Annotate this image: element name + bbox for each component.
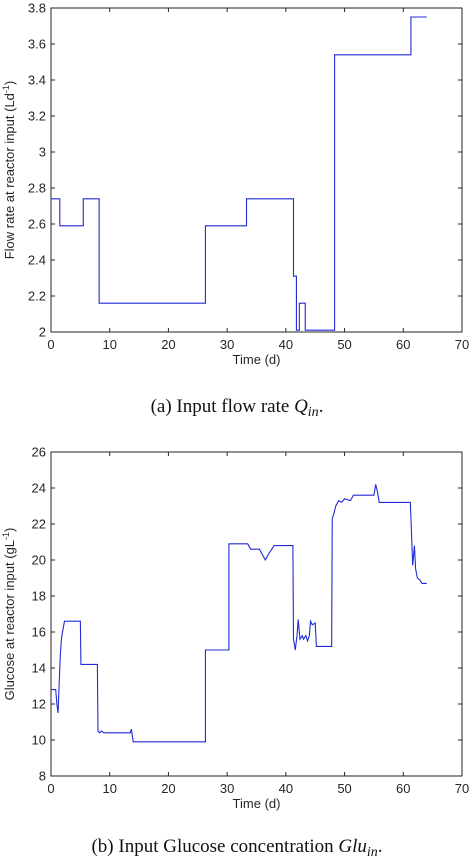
caption-a-prefix: (a) Input flow rate [151,396,295,417]
caption-a: (a) Input flow rate Qin. [151,396,324,420]
caption-a-sub: in [308,405,319,420]
flow-series-group [51,16,427,331]
flow-y-axis-label: Flow rate at reactor input (Ld-1) [1,81,17,260]
flow-ytick-label: 3.4 [28,73,46,88]
caption-b-suffix: . [378,836,383,857]
caption-b-var: Glu [338,836,367,857]
flow-xtick-label: 20 [161,337,175,352]
glucose-xtick-label: 40 [279,781,293,796]
glucose-ytick-label: 22 [32,517,46,532]
flow-ytick-label: 2.4 [28,253,46,268]
flow-ytick-label: 2.2 [28,289,46,304]
chart-flow-rate: 2 2.2 2.4 2.6 2.8 3 3.2 3.4 3.6 3.8 0 10 20 30 40 50 60… [1,1,469,368]
flow-series-line [51,16,427,331]
flow-ytick-label: 2.8 [28,181,46,196]
flow-x-axis-label: Time (d) [233,352,281,367]
glucose-ytick-label: 14 [32,661,46,676]
glucose-tick-marks [50,451,463,777]
flow-xtick-label: 10 [102,337,116,352]
flow-x-tick-labels: 0 10 20 30 40 50 60 70 [47,337,469,352]
glucose-ytick-label: 18 [32,589,46,604]
glucose-ytick-label: 8 [39,769,46,784]
glucose-xtick-label: 10 [102,781,116,796]
glucose-xtick-label: 50 [337,781,351,796]
flow-ytick-label: 2.6 [28,217,46,232]
flow-tick-marks [50,7,463,333]
glucose-plot-frame [50,451,463,777]
flow-plot-frame [50,7,463,333]
glucose-xtick-label: 70 [455,781,469,796]
flow-xtick-label: 40 [279,337,293,352]
flow-y-axis-label-sup: -1 [1,85,11,93]
glucose-xtick-label: 30 [220,781,234,796]
flow-ytick-label: 3.6 [28,37,46,52]
flow-xtick-label: 50 [337,337,351,352]
caption-a-suffix: . [319,396,324,417]
glucose-xtick-label: 0 [47,781,54,796]
flow-y-tick-labels: 2 2.2 2.4 2.6 2.8 3 3.2 3.4 3.6 3.8 [28,1,46,340]
caption-b-prefix: (b) Input Glucose concentration [91,836,338,857]
flow-xtick-label: 60 [396,337,410,352]
glucose-x-axis-label: Time (d) [233,796,281,811]
glucose-y-axis-label-main: Glucose at reactor input (gL [2,540,17,700]
flow-ytick-label: 2 [39,325,46,340]
glucose-y-axis-label: Glucose at reactor input (gL-1) [1,528,17,701]
glucose-y-axis-label-tail: ) [2,528,17,532]
glucose-y-axis-label-sup: -1 [1,532,11,540]
flow-ytick-label: 3 [39,145,46,160]
flow-xtick-label: 0 [47,337,54,352]
glucose-xtick-label: 60 [396,781,410,796]
glucose-ytick-label: 26 [32,445,46,460]
flow-ytick-label: 3.8 [28,1,46,16]
caption-b-sub: in [367,845,378,860]
flow-xtick-label: 30 [220,337,234,352]
glucose-y-tick-labels: 8 10 12 14 16 18 20 22 24 26 [32,445,46,784]
caption-a-var: Q [294,396,308,417]
glucose-ytick-label: 12 [32,697,46,712]
glucose-ytick-label: 20 [32,553,46,568]
glucose-series-group [51,484,427,743]
glucose-x-tick-labels: 0 10 20 30 40 50 60 70 [47,781,469,796]
flow-ytick-label: 3.2 [28,109,46,124]
glucose-ytick-label: 16 [32,625,46,640]
glucose-xtick-label: 20 [161,781,175,796]
glucose-series-line [51,484,427,743]
caption-b: (b) Input Glucose concentration Gluin. [91,836,382,860]
chart-glucose: 8 10 12 14 16 18 20 22 24 26 0 10 20 30 40 50 60 70 Time… [1,445,469,812]
glucose-ytick-label: 10 [32,733,46,748]
flow-xtick-label: 70 [455,337,469,352]
glucose-ytick-label: 24 [32,481,46,496]
flow-y-axis-label-main: Flow rate at reactor input (Ld [2,93,17,259]
flow-y-axis-label-tail: ) [2,81,17,85]
